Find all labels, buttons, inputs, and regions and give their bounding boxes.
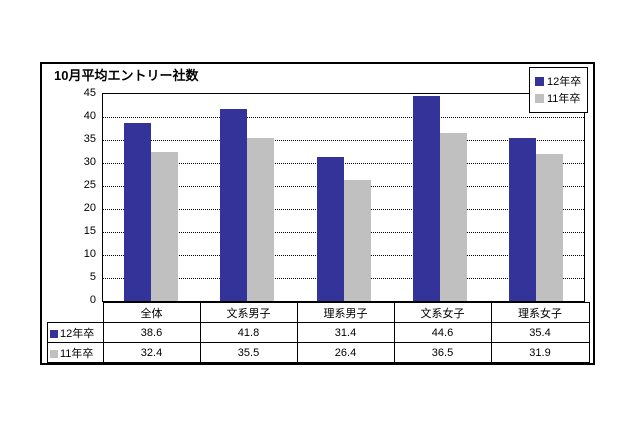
table-header-cell: 理系女子 [490,302,590,323]
y-axis-tick-label: 15 [83,225,96,237]
plot-area [102,93,585,302]
table-header-row: 全体 文系男子 理系男子 文系女子 理系女子 [48,302,590,323]
table-value-cell: 32.4 [102,342,201,363]
table-row-label: 11年卒 [47,342,104,363]
y-axis-tick-label: 30 [83,156,96,168]
table-row: 11年卒 32.4 35.5 26.4 36.5 31.9 [47,342,590,363]
table-row-label: 12年卒 [47,322,104,343]
bar-11年卒-全体 [151,152,179,301]
y-axis-tick-label: 10 [83,248,96,260]
bar-11年卒-理系女子 [535,154,563,301]
table-header-cell: 文系男子 [199,302,298,323]
table-value-cell: 38.6 [102,322,201,343]
table-value-cell: 44.6 [393,322,492,343]
chart-title: 10月平均エントリー社数 [54,68,199,83]
series-key-swatch [50,349,58,358]
y-axis-tick-label: 0 [89,294,96,306]
bar-11年卒-文系男子 [247,137,275,301]
legend: 12年卒 11年卒 [529,67,588,113]
table-header-cell: 理系男子 [296,302,395,323]
legend-entry: 11年卒 [535,93,587,105]
gridline [103,163,584,164]
legend-swatch-12年卒 [535,77,544,86]
bar-11年卒-文系女子 [439,133,467,301]
table-header-cell: 文系女子 [393,302,492,323]
table-row: 12年卒 38.6 41.8 31.4 44.6 35.4 [47,322,590,343]
y-axis-tick-label: 5 [89,271,96,283]
bar-12年卒-理系男子 [316,156,344,301]
legend-label: 12年卒 [547,75,582,88]
legend-swatch-11年卒 [535,94,544,103]
gridline [103,117,584,118]
legend-label: 11年卒 [547,92,581,105]
bar-12年卒-文系男子 [220,108,248,301]
y-axis-tick-label: 25 [83,179,96,191]
y-axis-tick-label: 35 [83,133,96,145]
table-value-cell: 26.4 [296,342,395,363]
gridline [103,140,584,141]
series-key-swatch [50,329,58,338]
bar-12年卒-理系女子 [508,138,536,301]
table-header-cell: 全体 [102,302,201,323]
table-value-cell: 31.9 [490,342,590,363]
legend-entry: 12年卒 [535,76,587,88]
table-value-cell: 36.5 [393,342,492,363]
y-axis-tick-label: 20 [83,202,96,214]
bar-12年卒-全体 [124,123,152,301]
y-axis-tick-label: 45 [83,87,96,99]
table-value-cell: 31.4 [296,322,395,343]
bar-12年卒-文系女子 [412,95,440,301]
table-value-cell: 41.8 [199,322,298,343]
data-table: 全体 文系男子 理系男子 文系女子 理系女子 12年卒 38.6 41.8 31.4 44.6 35… [47,302,590,363]
chart-frame: 10月平均エントリー社数 12年卒 11年卒 全体 文系男子 理系男子 文系女子 理系女子… [40,62,595,365]
table-value-cell: 35.4 [490,322,590,343]
table-value-cell: 35.5 [199,342,298,363]
bar-11年卒-理系男子 [343,179,371,301]
y-axis-tick-label: 40 [83,110,96,122]
